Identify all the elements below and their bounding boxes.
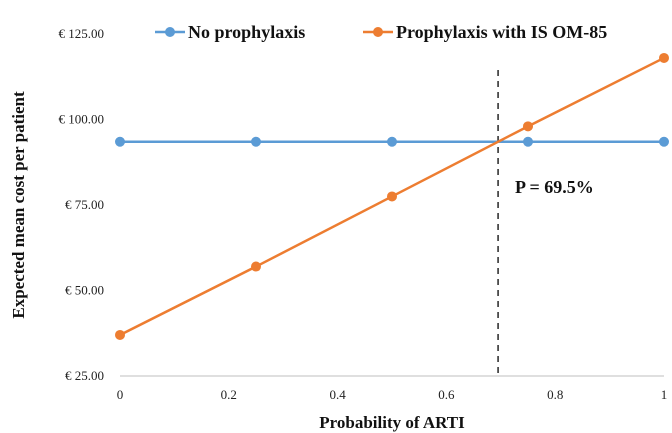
data-point	[251, 261, 261, 272]
x-tick-label: 0	[117, 387, 124, 402]
data-point	[115, 136, 125, 147]
legend: No prophylaxis Prophylaxis with IS OM-85	[155, 22, 607, 42]
y-tick-label: € 50.00	[65, 283, 104, 298]
y-axis-title: Expected mean cost per patient	[9, 91, 28, 319]
data-point	[387, 191, 397, 202]
data-point	[523, 121, 533, 132]
x-tick-label: 1	[661, 387, 668, 402]
legend-label: Prophylaxis with IS OM-85	[396, 22, 607, 42]
threshold-label: P = 69.5%	[515, 177, 594, 197]
x-tick-label: 0.2	[221, 387, 237, 402]
y-tick-label: € 75.00	[65, 197, 104, 212]
y-tick-label: € 125.00	[59, 26, 105, 41]
x-tick-label: 0.4	[329, 387, 346, 402]
legend-item: Prophylaxis with IS OM-85	[363, 22, 607, 42]
data-point	[387, 136, 397, 147]
legend-item: No prophylaxis	[155, 22, 305, 42]
data-point	[523, 136, 533, 147]
data-point	[251, 136, 261, 147]
x-tick-labels: 0 0.2 0.4 0.6 0.8 1	[117, 387, 668, 402]
data-point	[659, 136, 669, 147]
x-tick-label: 0.6	[438, 387, 455, 402]
data-point	[115, 329, 125, 340]
y-tick-label: € 100.00	[59, 112, 105, 127]
data-point	[659, 52, 669, 63]
x-axis-title: Probability of ARTI	[319, 413, 465, 432]
legend-swatch-marker	[373, 27, 383, 37]
legend-swatch-marker	[165, 27, 175, 37]
series-layer	[115, 52, 669, 340]
y-tick-labels: € 25.00 € 50.00 € 75.00 € 100.00 € 125.00	[59, 26, 105, 383]
x-tick-label: 0.8	[547, 387, 563, 402]
y-tick-label: € 25.00	[65, 368, 104, 383]
legend-label: No prophylaxis	[188, 22, 305, 42]
